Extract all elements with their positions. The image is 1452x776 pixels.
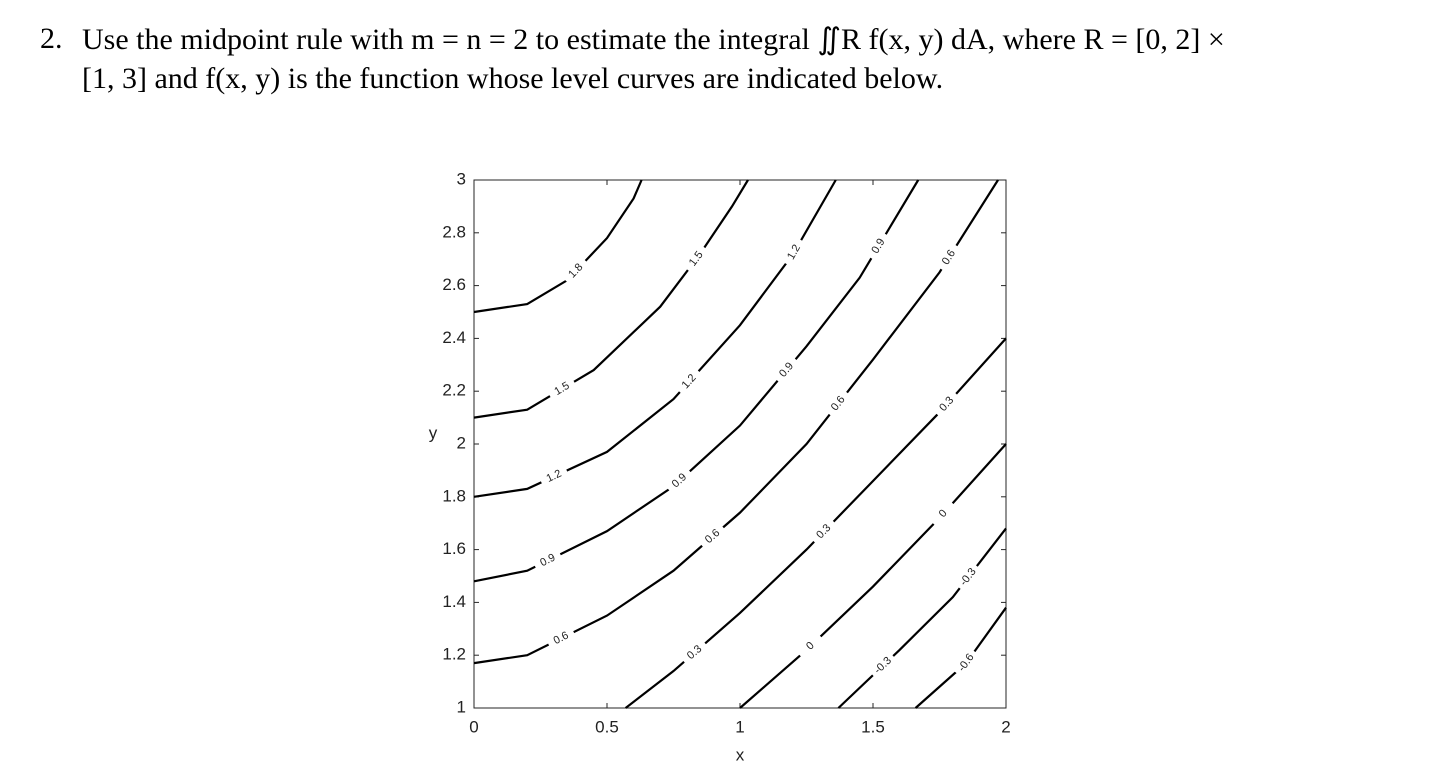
contour-label-group: 1.2 [781, 236, 808, 268]
y-tick-label: 1 [457, 697, 466, 716]
contour-label-bg [682, 243, 711, 275]
contour-label-group: 0.6 [545, 625, 577, 651]
contour-label-group: 0.6 [935, 241, 963, 274]
contour-line [473, 179, 643, 314]
contour-label-bg [546, 375, 578, 403]
contour-label-group: 0.3 [932, 389, 962, 420]
contour-line [914, 607, 1007, 709]
y-axis-label: y [429, 423, 438, 442]
x-tick-label: 1.5 [861, 717, 885, 736]
y-tick-label: 2.4 [442, 328, 466, 347]
y-tick-label: 2.8 [442, 222, 466, 241]
contour-label-group: 0.9 [865, 230, 892, 262]
contour-label: 1.2 [545, 468, 564, 485]
contour-label-bg [809, 516, 839, 547]
y-tick-label: 1.2 [442, 645, 466, 664]
contour-label-group: 0.3 [679, 638, 710, 668]
contour-label-group: 1.5 [682, 243, 711, 275]
contour-line [473, 179, 999, 665]
contour-label-bg [674, 366, 704, 397]
contour-label-group: 1.2 [538, 464, 570, 489]
y-tick-label: 2.2 [442, 381, 466, 400]
y-tick-label: 2 [457, 433, 466, 452]
y-tick-label: 1.6 [442, 539, 466, 558]
y-tick-label: 3 [457, 169, 466, 188]
contour-label-bg [824, 388, 853, 419]
contour-label-bg [865, 230, 892, 262]
problem-text: Use the midpoint rule with m = n = 2 to … [82, 23, 1225, 56]
contour-label-bg [795, 631, 826, 661]
contour-label-group: 0.6 [697, 522, 728, 552]
plot-frame [473, 179, 1007, 709]
y-tick-label: 1.4 [442, 592, 466, 611]
contour-line [837, 527, 1007, 709]
x-tick-label: 0.5 [595, 717, 619, 736]
contour-label-group: 0 [928, 498, 958, 529]
contour-label-bg [679, 638, 710, 668]
contour-line [473, 179, 837, 498]
y-tick-label: 2.6 [442, 275, 466, 294]
contour-label-group: 1.8 [561, 255, 591, 286]
contour-label-bg [781, 236, 808, 268]
contour-label-bg [532, 548, 564, 573]
contour-label-bg [561, 255, 591, 286]
contour-label-group: 0.6 [824, 388, 853, 419]
contour-label-group: -0.6 [952, 647, 981, 679]
contour-label-bg [954, 561, 983, 593]
contour-label-group: 0 [795, 631, 826, 661]
y-tick-label: 1.8 [442, 486, 466, 505]
x-tick-label: 0 [469, 717, 478, 736]
contour-label-bg [538, 464, 570, 489]
contour-label-group: 0.3 [809, 516, 839, 547]
contour-label-group: -0.3 [954, 561, 983, 593]
contour-label-group: 0.9 [664, 466, 695, 496]
contour-label-group: 0.9 [772, 354, 801, 386]
contour-label-bg [928, 498, 958, 529]
contour-label-bg [664, 466, 695, 496]
contour-line [739, 443, 1007, 709]
x-axis-label: x [736, 745, 745, 764]
x-tick-label: 2 [1001, 717, 1010, 736]
contour-label-bg [545, 625, 577, 651]
contour-line [473, 179, 749, 419]
contour-label-bg [772, 354, 801, 386]
contour-label-group: 1.2 [674, 366, 704, 397]
contour-label-group: 0.9 [532, 548, 564, 573]
contour-label-bg [952, 647, 981, 679]
problem-number: 2. [40, 22, 63, 55]
contour-label-bg [935, 241, 963, 274]
contour-label-group: 1.5 [546, 375, 578, 403]
contour-label-bg [697, 522, 728, 552]
contour-label-bg [932, 389, 962, 420]
contour-label-bg [868, 650, 899, 681]
x-tick-label: 1 [735, 717, 744, 736]
problem-text: [1, 3] and f(x, y) is the function whose… [82, 62, 944, 95]
